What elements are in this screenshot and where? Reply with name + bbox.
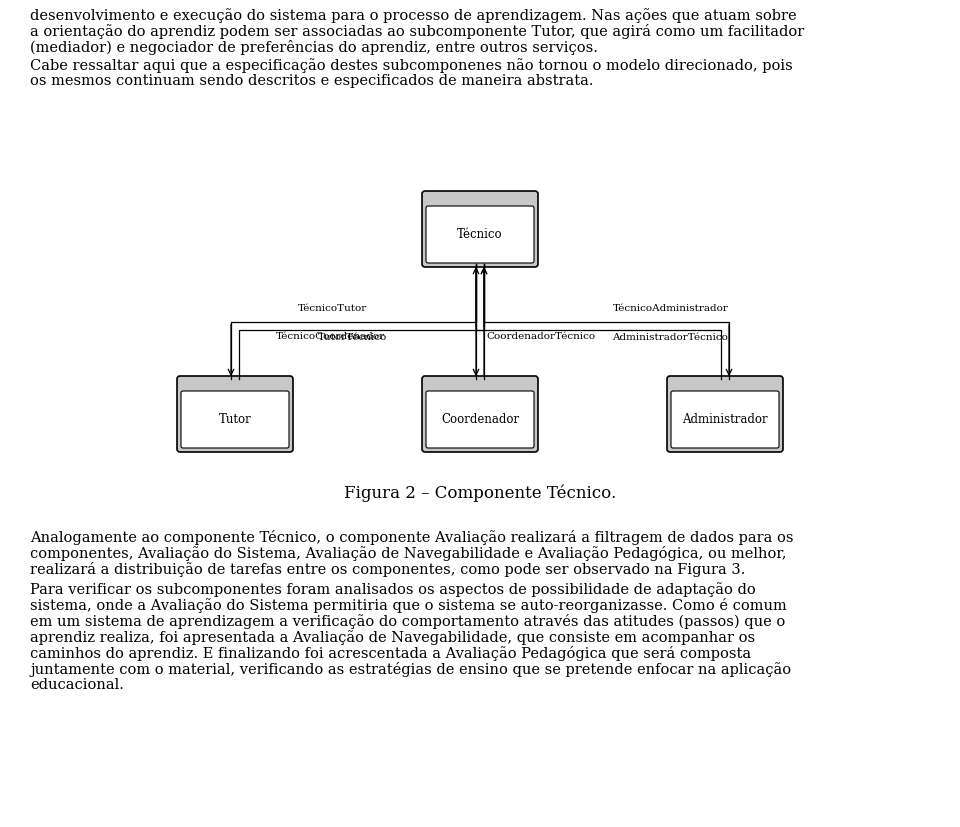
Text: componentes, Avaliação do Sistema, Avaliação de Navegabilidade e Avaliação Pedag: componentes, Avaliação do Sistema, Avali… (30, 545, 786, 560)
Text: AdministradorTécnico: AdministradorTécnico (612, 333, 729, 342)
Text: aprendiz realiza, foi apresentada a Avaliação de Navegabilidade, que consiste em: aprendiz realiza, foi apresentada a Aval… (30, 629, 756, 644)
Text: juntamente com o material, verificando as estratégias de ensino que se pretende : juntamente com o material, verificando a… (30, 661, 791, 676)
Text: Figura 2 – Componente Técnico.: Figura 2 – Componente Técnico. (344, 485, 616, 502)
Text: caminhos do aprendiz. E finalizando foi acrescentada a Avaliação Pedagógica que : caminhos do aprendiz. E finalizando foi … (30, 645, 751, 660)
Text: os mesmos continuam sendo descritos e especificados de maneira abstrata.: os mesmos continuam sendo descritos e es… (30, 74, 593, 88)
FancyBboxPatch shape (181, 391, 289, 448)
FancyBboxPatch shape (177, 376, 293, 452)
Text: CoordenadorTécnico: CoordenadorTécnico (486, 332, 595, 341)
Text: sistema, onde a Avaliação do Sistema permitiria que o sistema se auto-reorganiza: sistema, onde a Avaliação do Sistema per… (30, 597, 787, 612)
Text: educacional.: educacional. (30, 676, 124, 691)
Text: TécnicoAdministrador: TécnicoAdministrador (612, 304, 729, 313)
Text: Coordenador: Coordenador (441, 413, 519, 426)
Text: TécnicoCoordenador: TécnicoCoordenador (276, 332, 385, 341)
Text: Analogamente ao componente Técnico, o componente Avaliação realizará a filtragem: Analogamente ao componente Técnico, o co… (30, 529, 794, 544)
Text: Administrador: Administrador (683, 413, 768, 426)
FancyBboxPatch shape (667, 376, 783, 452)
Text: desenvolvimento e execução do sistema para o processo de aprendizagem. Nas ações: desenvolvimento e execução do sistema pa… (30, 8, 797, 23)
Text: Tutor: Tutor (219, 413, 252, 426)
FancyBboxPatch shape (422, 376, 538, 452)
Text: (mediador) e negociador de preferências do aprendiz, entre outros serviços.: (mediador) e negociador de preferências … (30, 40, 598, 55)
FancyBboxPatch shape (671, 391, 779, 448)
Text: Cabe ressaltar aqui que a especificação destes subcomponenes não tornou o modelo: Cabe ressaltar aqui que a especificação … (30, 58, 793, 73)
FancyBboxPatch shape (426, 391, 534, 448)
Text: TécnicoTutor: TécnicoTutor (298, 304, 367, 313)
Text: Técnico: Técnico (457, 228, 503, 241)
FancyBboxPatch shape (426, 207, 534, 264)
Text: em um sistema de aprendizagem a verificação do comportamento através das atitude: em um sistema de aprendizagem a verifica… (30, 613, 785, 628)
FancyBboxPatch shape (422, 192, 538, 268)
Text: a orientação do aprendiz podem ser associadas ao subcomponente Tutor, que agirá : a orientação do aprendiz podem ser assoc… (30, 24, 804, 39)
Text: Para verificar os subcomponentes foram analisados os aspectos de possibilidade d: Para verificar os subcomponentes foram a… (30, 581, 756, 596)
Text: realizará a distribuição de tarefas entre os componentes, como pode ser observad: realizará a distribuição de tarefas entr… (30, 562, 745, 576)
Text: TutorTécnico: TutorTécnico (318, 333, 387, 342)
